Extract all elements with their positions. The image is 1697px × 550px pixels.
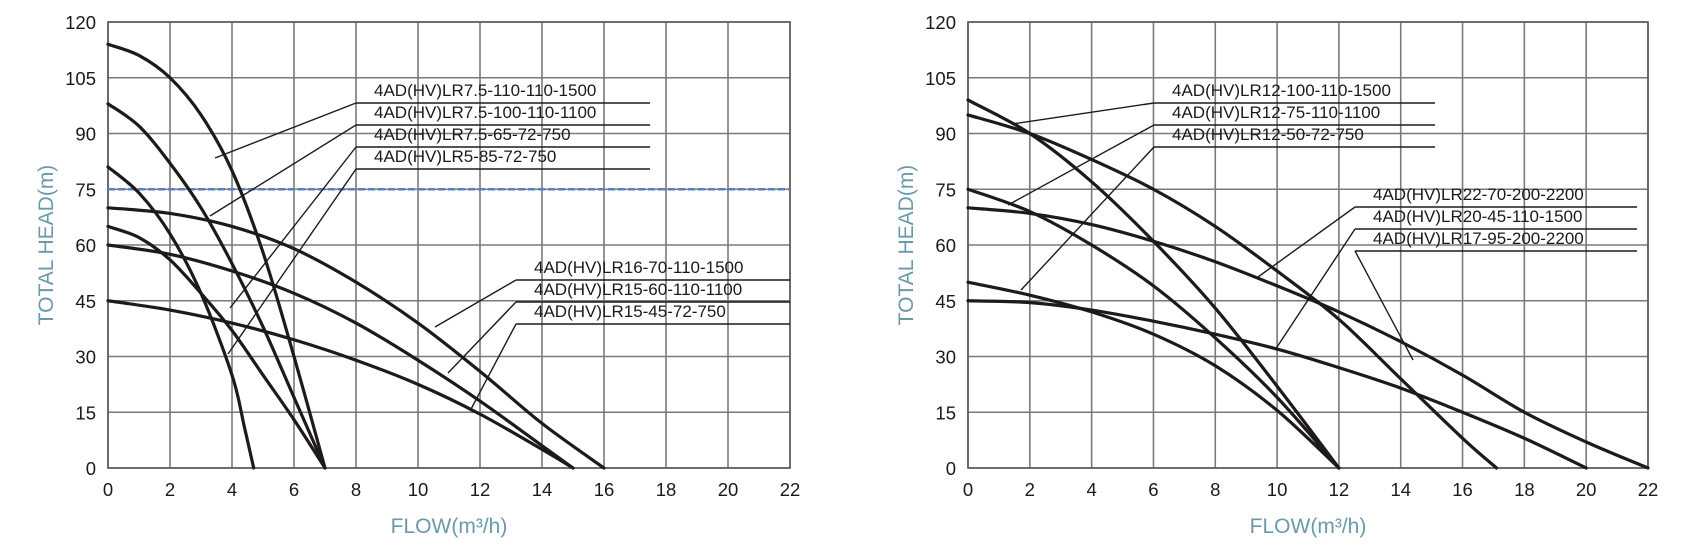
x-tick-label: 16 (1452, 479, 1473, 500)
series-line-2 (966, 280, 1341, 470)
x-tick-label: 0 (963, 479, 973, 500)
leader-line (447, 301, 517, 374)
series-labels: 4AD(HV)LR12-100-110-1500 4AD(HV)LR12-75-1… (1007, 81, 1637, 361)
y-tick-label: 0 (946, 458, 956, 479)
x-axis-title: FLOW(m³/h) (1250, 515, 1367, 538)
series-label: 4AD(HV)LR12-100-110-1500 (1172, 81, 1391, 100)
y-tick-label: 15 (75, 402, 96, 423)
x-tick-label: 22 (1638, 479, 1659, 500)
series-line-3 (106, 165, 256, 470)
y-axis-title: TOTAL HEAD(m) (895, 165, 918, 326)
series-label: 4AD(HV)LR17-95-200-2200 (1373, 229, 1584, 248)
series-line-5 (966, 113, 1499, 470)
series-label: 4AD(HV)LR7.5-100-110-1100 (374, 103, 596, 122)
x-tick-label: 0 (103, 479, 113, 500)
x-tick-label: 20 (718, 479, 739, 500)
y-tick-label: 105 (65, 68, 96, 89)
leader-line (229, 146, 357, 309)
series-line-4 (106, 206, 606, 470)
x-tick-label: 6 (289, 479, 299, 500)
y-tick-label: 15 (935, 402, 956, 423)
series-line-5 (106, 243, 575, 470)
series-labels: 4AD(HV)LR7.5-110-110-1500 4AD(HV)LR7.5-10… (209, 81, 790, 412)
leader-line (1257, 206, 1356, 278)
leader-line (434, 279, 517, 328)
leader-line (1011, 102, 1155, 125)
y-tick-label: 105 (925, 68, 956, 89)
leader-line (227, 168, 357, 355)
x-axis-title: FLOW(m³/h) (391, 515, 508, 538)
y-tick-label: 90 (75, 124, 96, 145)
x-tick-label: 22 (780, 479, 801, 500)
y-tick-label: 45 (935, 291, 956, 312)
leader-line (214, 102, 357, 159)
x-tick-label: 16 (594, 479, 615, 500)
x-tick-label: 10 (1267, 479, 1288, 500)
leader-line (1354, 250, 1414, 361)
y-tick-label: 45 (75, 291, 96, 312)
x-tick-label: 12 (470, 479, 491, 500)
y-tick-label: 75 (75, 179, 96, 200)
plot-frame (967, 21, 1649, 469)
series-line-1 (106, 102, 327, 470)
leader-line (469, 323, 517, 412)
y-tick-label: 90 (935, 124, 956, 145)
leader-line (1020, 146, 1155, 291)
y-tick-label: 30 (75, 347, 96, 368)
y-tick-label: 120 (925, 12, 956, 33)
series-line-0 (106, 42, 327, 470)
series-label: 4AD(HV)LR20-45-110-1500 (1373, 207, 1582, 226)
y-tick-label: 120 (65, 12, 96, 33)
y-tick-label: 60 (935, 235, 956, 256)
y-tick-label: 0 (86, 458, 96, 479)
series-label: 4AD(HV)LR7.5-110-110-1500 (374, 81, 596, 100)
y-tick-label: 60 (75, 235, 96, 256)
x-tick-label: 14 (532, 479, 553, 500)
x-tick-label: 20 (1576, 479, 1597, 500)
x-tick-label: 8 (1210, 479, 1220, 500)
x-tick-label: 4 (227, 479, 237, 500)
leader-line (1007, 124, 1155, 206)
y-tick-label: 30 (935, 347, 956, 368)
x-tick-label: 12 (1329, 479, 1350, 500)
x-tick-label: 2 (1025, 479, 1035, 500)
series-label: 4AD(HV)LR15-60-110-1100 (534, 280, 742, 299)
x-tick-label: 10 (408, 479, 429, 500)
y-axis-title: TOTAL HEAD(m) (35, 165, 58, 326)
chart-right: 0 2 4 6 8 10 12 14 16 18 20 22 0 15 30 45 60 75 90 105 120 FL… (895, 12, 1658, 538)
series-line-4 (966, 299, 1588, 470)
series-group (966, 98, 1650, 470)
series-group (106, 42, 606, 470)
x-tick-label: 18 (656, 479, 677, 500)
series-label: 4AD(HV)LR22-70-200-2200 (1373, 185, 1584, 204)
series-label: 4AD(HV)LR16-70-110-1500 (534, 258, 743, 277)
series-label: 4AD(HV)LR15-45-72-750 (534, 302, 726, 321)
x-tick-label: 18 (1514, 479, 1535, 500)
x-tick-label: 4 (1086, 479, 1096, 500)
series-line-2 (106, 224, 327, 470)
chart-left: 0 2 4 6 8 10 12 14 16 18 20 22 0 15 30 45 60 75 90 105 120 FL… (35, 12, 800, 538)
y-tick-label: 75 (935, 179, 956, 200)
series-label: 4AD(HV)LR5-85-72-750 (374, 147, 556, 166)
series-label: 4AD(HV)LR12-75-110-1100 (1172, 103, 1380, 122)
series-label: 4AD(HV)LR12-50-72-750 (1172, 125, 1364, 144)
x-tick-label: 2 (165, 479, 175, 500)
x-tick-label: 14 (1390, 479, 1411, 500)
series-line-1 (966, 187, 1341, 470)
x-tick-label: 6 (1148, 479, 1158, 500)
x-tick-label: 8 (351, 479, 361, 500)
leader-line (1274, 228, 1356, 351)
leader-line (209, 124, 357, 217)
series-label: 4AD(HV)LR7.5-65-72-750 (374, 125, 571, 144)
series-line-6 (106, 299, 575, 470)
